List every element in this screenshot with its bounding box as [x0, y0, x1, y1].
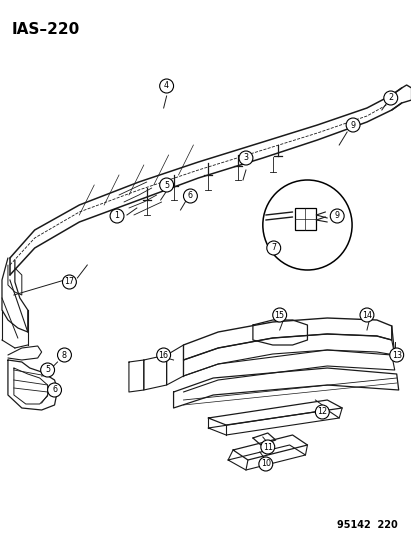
Text: 15: 15	[274, 311, 284, 319]
Circle shape	[238, 151, 252, 165]
Bar	[294, 208, 316, 230]
Text: 5: 5	[45, 366, 50, 375]
Text: 4: 4	[164, 82, 169, 91]
Circle shape	[272, 308, 286, 322]
Text: 11: 11	[262, 442, 272, 451]
Text: 14: 14	[361, 311, 371, 319]
Text: 7: 7	[271, 244, 275, 253]
Circle shape	[47, 383, 62, 397]
Circle shape	[266, 241, 280, 255]
Circle shape	[345, 118, 359, 132]
Circle shape	[62, 275, 76, 289]
Text: IAS–220: IAS–220	[12, 22, 80, 37]
Circle shape	[262, 180, 351, 270]
Circle shape	[330, 209, 343, 223]
Text: 1: 1	[114, 212, 119, 221]
Text: 5: 5	[164, 181, 169, 190]
Circle shape	[258, 457, 272, 471]
Text: 2: 2	[387, 93, 392, 102]
Circle shape	[57, 348, 71, 362]
Circle shape	[315, 405, 328, 419]
Text: 6: 6	[52, 385, 57, 394]
Text: 9: 9	[334, 212, 339, 221]
Text: 9: 9	[350, 120, 355, 130]
Circle shape	[183, 189, 197, 203]
Text: 10: 10	[260, 459, 270, 469]
Text: 8: 8	[62, 351, 67, 359]
Text: 16: 16	[158, 351, 168, 359]
Circle shape	[159, 79, 173, 93]
Circle shape	[157, 348, 170, 362]
Circle shape	[359, 308, 373, 322]
Circle shape	[389, 348, 403, 362]
Text: 12: 12	[316, 408, 327, 416]
Text: 95142  220: 95142 220	[337, 520, 397, 530]
Circle shape	[260, 440, 274, 454]
Text: 3: 3	[243, 154, 248, 163]
Circle shape	[159, 178, 173, 192]
Circle shape	[110, 209, 123, 223]
Circle shape	[383, 91, 397, 105]
Text: 17: 17	[64, 278, 74, 287]
Circle shape	[40, 363, 55, 377]
Text: 6: 6	[188, 191, 192, 200]
Text: 13: 13	[391, 351, 401, 359]
